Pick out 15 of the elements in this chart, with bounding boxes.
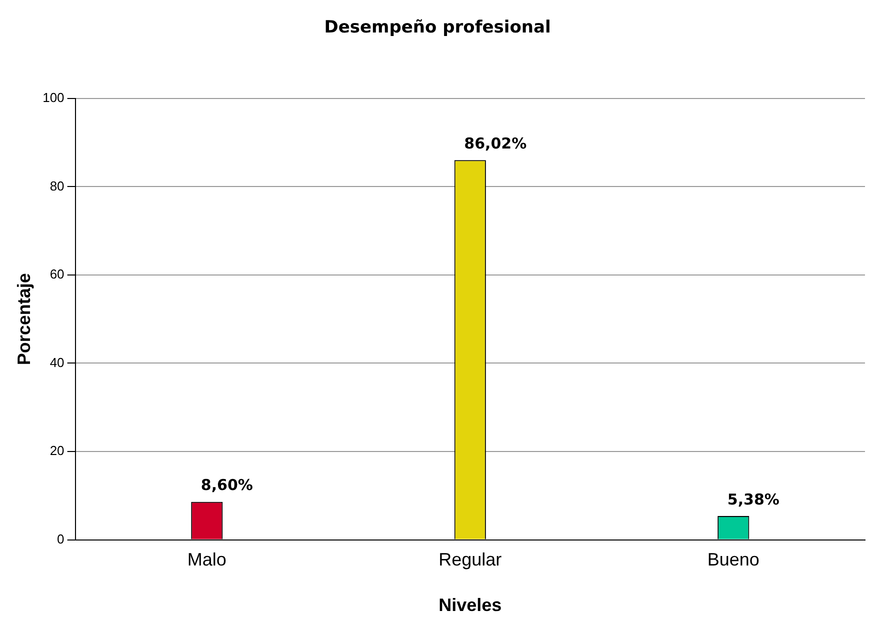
data-label: 5,38%	[727, 490, 780, 508]
x-tick-label: Regular	[438, 550, 502, 570]
y-tick-label: 20	[50, 443, 64, 458]
x-tick-label: Bueno	[707, 550, 760, 570]
y-axis-title: Porcentaje	[14, 273, 34, 366]
y-tick-label: 40	[50, 354, 64, 370]
data-label: 8,60%	[200, 476, 253, 494]
chart-title: Desempeño profesional	[324, 18, 551, 38]
x-axis-title: Niveles	[438, 595, 502, 616]
y-tick-label: 100	[42, 90, 64, 105]
y-tick-label: 80	[50, 178, 64, 194]
y-tick-label: 0	[57, 531, 64, 546]
y-tick-label: 60	[50, 266, 64, 282]
x-tick-label: Malo	[187, 550, 226, 570]
data-label: 86,02%	[464, 134, 527, 152]
